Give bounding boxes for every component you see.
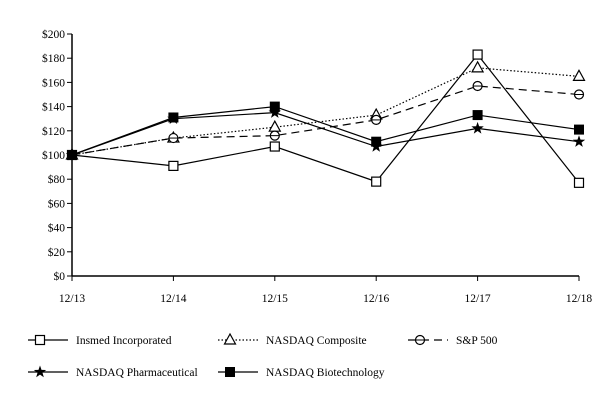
y-tick-label: $20: [48, 246, 66, 259]
x-tick-label: 12/13: [59, 293, 85, 305]
open-triangle-marker: [268, 119, 282, 132]
legend-label: NASDAQ Composite: [266, 335, 367, 347]
x-tick-label: 12/15: [262, 293, 288, 305]
star-marker: [572, 135, 586, 147]
star-marker: [268, 106, 281, 118]
open-square-marker: [269, 141, 280, 152]
series-nasdaq-composite: [65, 60, 586, 160]
open-circle-marker: [269, 130, 280, 141]
y-tick-label: $140: [42, 101, 65, 114]
open-triangle-marker: [223, 332, 237, 345]
open-circle-marker: [371, 114, 382, 126]
legend-item: S&P 500: [408, 334, 498, 347]
y-tick-label: $180: [42, 52, 65, 65]
legend-label: NASDAQ Pharmaceutical: [76, 367, 198, 379]
open-triangle-marker: [471, 60, 485, 73]
filled-square-marker: [225, 367, 235, 377]
legend-item: Insmed Incorporated: [28, 334, 172, 347]
legend-label: NASDAQ Biotechnology: [266, 367, 385, 379]
y-tick-label: $200: [42, 28, 65, 41]
open-square-marker: [168, 160, 179, 171]
filled-square-marker: [269, 101, 280, 112]
open-circle-marker: [168, 132, 179, 144]
open-square-marker: [472, 49, 483, 60]
open-circle-marker: [573, 89, 585, 100]
y-tick-label: $60: [48, 197, 66, 210]
open-circle-marker: [414, 334, 426, 346]
x-tick-label: 12/18: [566, 293, 592, 305]
series-line: [71, 53, 580, 184]
open-square-marker: [371, 176, 382, 187]
y-tick-label: $120: [42, 125, 65, 138]
series-line: [71, 67, 580, 156]
series-nasdaq-biotechnology: [67, 101, 584, 160]
x-tick-label: 12/14: [160, 293, 186, 305]
series-line: [71, 105, 580, 156]
filled-square-marker: [472, 110, 483, 121]
filled-square-marker: [574, 124, 584, 135]
star-marker: [471, 121, 484, 134]
y-tick-label: $40: [48, 222, 66, 235]
legend-item: NASDAQ Pharmaceutical: [28, 365, 198, 379]
legend-item: NASDAQ Composite: [218, 332, 367, 347]
y-tick-label: $100: [42, 149, 65, 162]
filled-square-marker: [67, 150, 77, 160]
series-line: [71, 85, 580, 156]
series-line: [71, 112, 580, 156]
open-triangle-marker: [572, 69, 586, 81]
series-nasdaq-pharmaceutical: [65, 106, 586, 161]
x-tick-label: 12/16: [363, 293, 389, 305]
y-tick-label: $160: [42, 76, 65, 89]
y-tick-label: $0: [54, 270, 66, 283]
open-square-marker: [573, 177, 585, 188]
filled-square-marker: [371, 136, 382, 147]
x-tick-label: 12/17: [464, 293, 490, 305]
legend-item: NASDAQ Biotechnology: [218, 367, 385, 379]
open-circle-marker: [472, 80, 483, 92]
legend-label: Insmed Incorporated: [76, 335, 172, 347]
legend-label: S&P 500: [456, 335, 498, 347]
y-tick-label: $80: [48, 173, 66, 186]
series-s-p-500: [66, 80, 585, 161]
star-marker: [33, 365, 47, 378]
open-square-marker: [34, 334, 46, 346]
filled-square-marker: [168, 112, 179, 123]
